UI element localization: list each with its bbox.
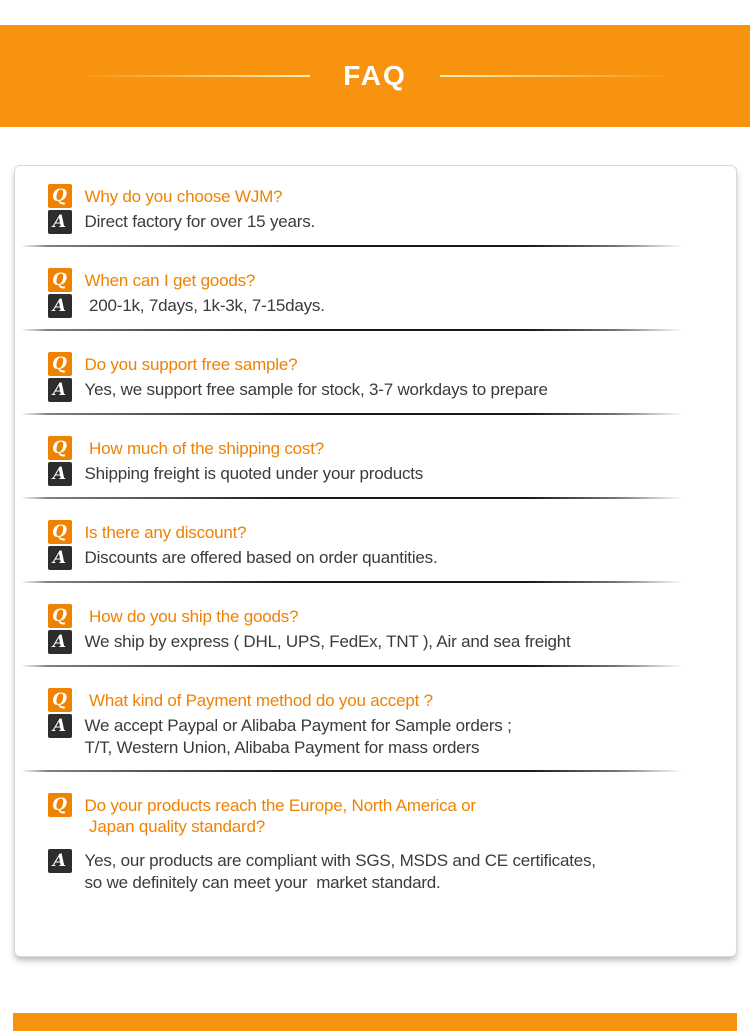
- question-text: Do you support free sample?: [84, 355, 298, 374]
- footer-bar: [13, 1013, 737, 1031]
- faq-card: Q Why do you choose WJM? A Direct factor…: [13, 165, 737, 957]
- divider-line: [20, 413, 697, 415]
- question-badge-icon: Q: [47, 184, 72, 208]
- answer-row: A Discounts are offered based on order q…: [47, 546, 736, 570]
- answer-row: A Shipping freight is quoted under your …: [47, 462, 736, 486]
- answer-text: Direct factory for over 15 years.: [84, 212, 316, 231]
- question-row: Q How do you ship the goods?: [47, 604, 736, 628]
- question-badge-icon: Q: [47, 268, 72, 292]
- question-badge-icon: Q: [47, 436, 72, 460]
- faq-page: FAQ Q Why do you choose WJM? A Direct fa…: [0, 25, 750, 1031]
- divider-line: [20, 665, 697, 667]
- answer-text: We accept Paypal or Alibaba Payment for …: [84, 716, 512, 757]
- faq-banner: FAQ: [0, 25, 750, 127]
- question-badge-icon: Q: [47, 688, 72, 712]
- answer-row: A Yes, we support free sample for stock,…: [47, 378, 736, 402]
- answer-row: A Direct factory for over 15 years.: [47, 210, 736, 234]
- faq-item: Q What kind of Payment method do you acc…: [15, 688, 736, 772]
- divider-line: [20, 770, 697, 772]
- question-text: Is there any discount?: [84, 523, 247, 542]
- answer-badge-icon: A: [47, 462, 72, 486]
- answer-text: Shipping freight is quoted under your pr…: [84, 464, 424, 483]
- question-badge-icon: Q: [47, 352, 72, 376]
- answer-row: A We ship by express ( DHL, UPS, FedEx, …: [47, 630, 736, 654]
- answer-row: A We accept Paypal or Alibaba Payment fo…: [47, 714, 736, 759]
- faq-item: Q Why do you choose WJM? A Direct factor…: [15, 184, 736, 247]
- answer-badge-icon: A: [47, 378, 72, 402]
- faq-item: Q Do you support free sample? A Yes, we …: [15, 352, 736, 415]
- question-row: Q When can I get goods?: [47, 268, 736, 292]
- question-badge-icon: Q: [47, 604, 72, 628]
- faq-item: Q When can I get goods? A 200-1k, 7days,…: [15, 268, 736, 331]
- question-text: What kind of Payment method do you accep…: [84, 691, 433, 710]
- question-row: Q Why do you choose WJM?: [47, 184, 736, 208]
- answer-text: Yes, our products are compliant with SGS…: [84, 851, 597, 892]
- banner-decorative-line-right: [439, 75, 675, 77]
- answer-badge-icon: A: [47, 546, 72, 570]
- faq-item: Q How much of the shipping cost? A Shipp…: [15, 436, 736, 499]
- banner-decorative-line-left: [75, 75, 311, 77]
- question-badge-icon: Q: [47, 520, 72, 544]
- question-text: Why do you choose WJM?: [84, 187, 283, 206]
- question-text: Do your products reach the Europe, North…: [84, 796, 477, 836]
- answer-badge-icon: A: [47, 630, 72, 654]
- question-row: Q Is there any discount?: [47, 520, 736, 544]
- answer-badge-icon: A: [47, 849, 72, 873]
- question-row: Q Do your products reach the Europe, Nor…: [47, 793, 736, 837]
- question-text: How do you ship the goods?: [84, 607, 299, 626]
- faq-item: Q How do you ship the goods? A We ship b…: [15, 604, 736, 667]
- answer-badge-icon: A: [47, 294, 72, 318]
- faq-item: Q Is there any discount? A Discounts are…: [15, 520, 736, 583]
- answer-row: A 200-1k, 7days, 1k-3k, 7-15days.: [47, 294, 736, 318]
- answer-text: 200-1k, 7days, 1k-3k, 7-15days.: [84, 296, 325, 315]
- divider-line: [20, 329, 697, 331]
- answer-text: We ship by express ( DHL, UPS, FedEx, TN…: [84, 632, 571, 651]
- question-row: Q How much of the shipping cost?: [47, 436, 736, 460]
- answer-text: Yes, we support free sample for stock, 3…: [84, 380, 548, 399]
- answer-badge-icon: A: [47, 714, 72, 738]
- question-badge-icon: Q: [47, 793, 72, 817]
- question-text: When can I get goods?: [84, 271, 256, 290]
- divider-line: [20, 497, 697, 499]
- divider-line: [20, 245, 697, 247]
- faq-item: Q Do your products reach the Europe, Nor…: [15, 793, 736, 894]
- question-text: How much of the shipping cost?: [84, 439, 324, 458]
- question-row: Q Do you support free sample?: [47, 352, 736, 376]
- answer-row: A Yes, our products are compliant with S…: [47, 849, 736, 894]
- question-row: Q What kind of Payment method do you acc…: [47, 688, 736, 712]
- answer-badge-icon: A: [47, 210, 72, 234]
- page-title: FAQ: [343, 60, 407, 91]
- divider-line: [20, 581, 697, 583]
- answer-text: Discounts are offered based on order qua…: [84, 548, 438, 567]
